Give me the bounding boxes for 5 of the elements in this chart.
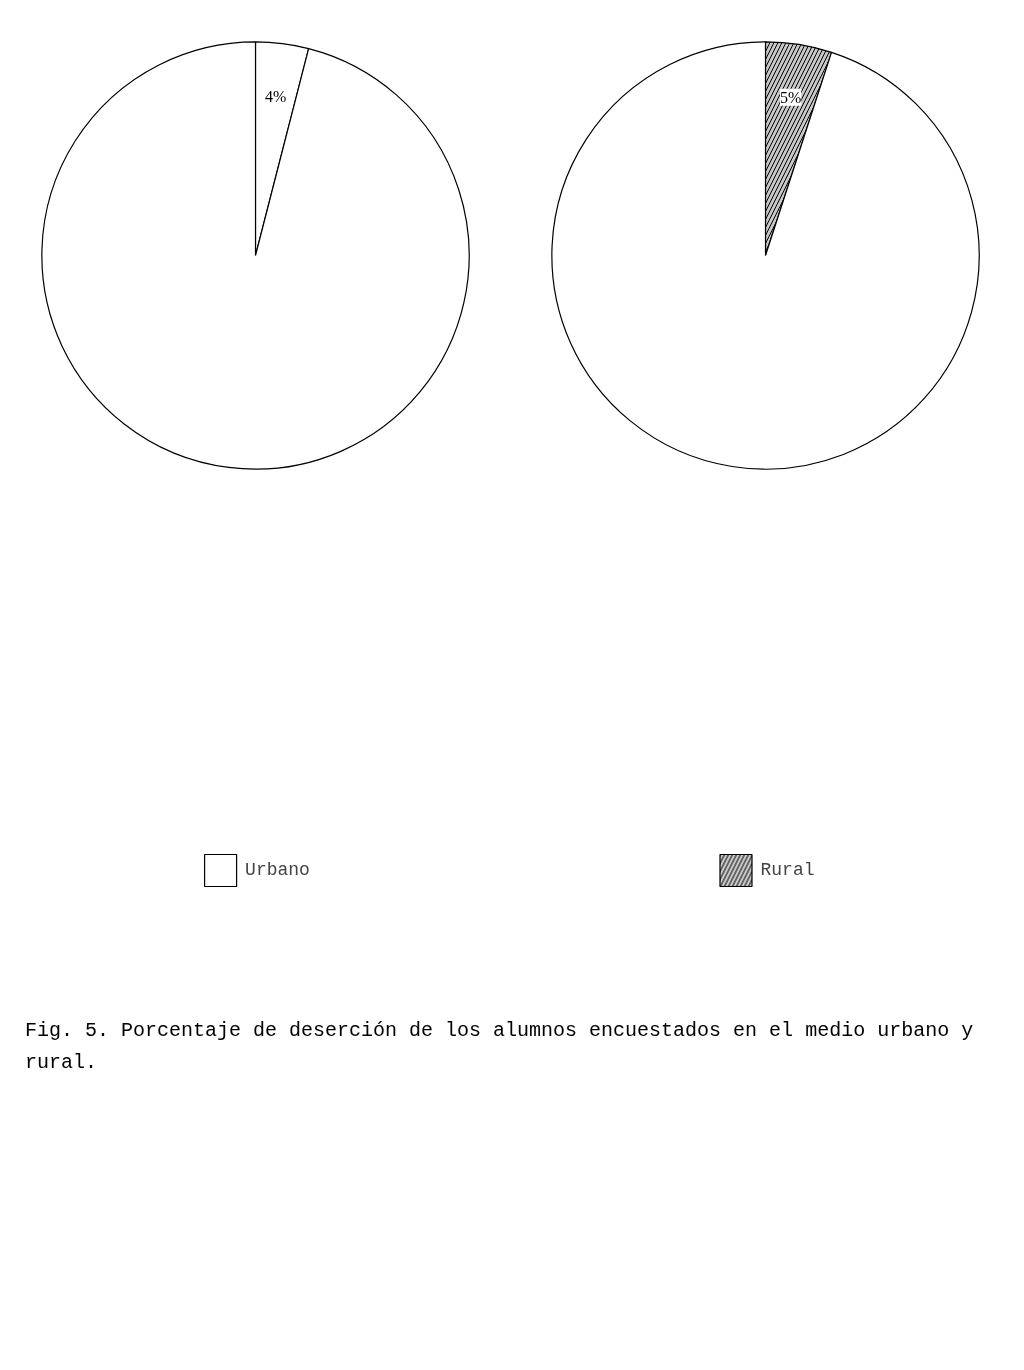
legend-label: Rural [760, 860, 815, 880]
data-label: 4% [264, 88, 287, 106]
data-label: 5% [779, 88, 802, 106]
caption: Fig. 5. Porcentaje de deserción de los alumnos encuestados en el medio urbano y rural. [25, 1018, 975, 1076]
legend-label: Urbano [245, 860, 310, 880]
